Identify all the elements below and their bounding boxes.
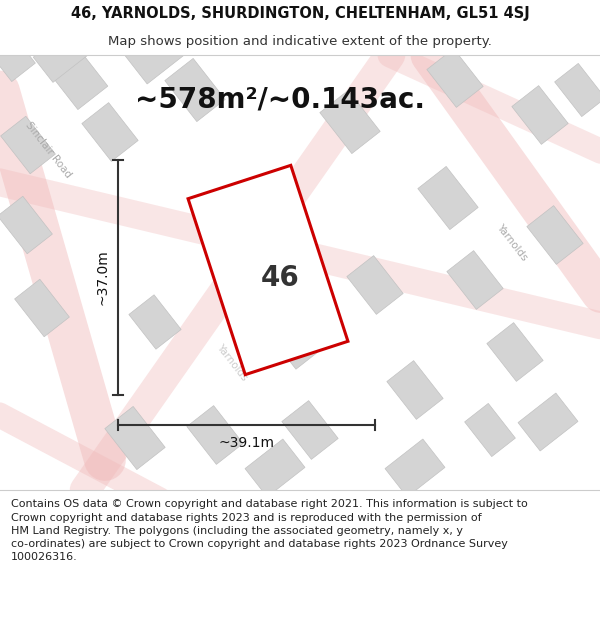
Text: 46: 46 [260,264,299,292]
Polygon shape [33,28,91,82]
Polygon shape [487,322,543,381]
Polygon shape [125,26,185,84]
Text: ~37.0m: ~37.0m [95,249,109,306]
Polygon shape [82,102,138,161]
Polygon shape [427,49,483,108]
Text: Contains OS data © Crown copyright and database right 2021. This information is : Contains OS data © Crown copyright and d… [11,499,527,562]
Text: Sinclair Road: Sinclair Road [23,120,73,180]
Polygon shape [512,86,568,144]
Polygon shape [129,295,181,349]
Polygon shape [269,315,321,369]
Polygon shape [447,251,503,309]
Polygon shape [464,403,515,457]
Text: Map shows position and indicative extent of the property.: Map shows position and indicative extent… [108,35,492,48]
Polygon shape [245,439,305,497]
Polygon shape [42,41,108,109]
Polygon shape [554,63,600,117]
Text: Yarnolds: Yarnolds [494,222,529,262]
Text: ~39.1m: ~39.1m [218,436,275,450]
Polygon shape [387,361,443,419]
Polygon shape [14,279,70,337]
Polygon shape [347,256,403,314]
Polygon shape [527,206,583,264]
Polygon shape [165,58,225,122]
Polygon shape [1,116,55,174]
Polygon shape [0,28,35,82]
Polygon shape [188,166,348,374]
Text: 46, YARNOLDS, SHURDINGTON, CHELTENHAM, GL51 4SJ: 46, YARNOLDS, SHURDINGTON, CHELTENHAM, G… [71,6,529,21]
Polygon shape [105,406,165,469]
Polygon shape [187,406,243,464]
Polygon shape [320,91,380,154]
Polygon shape [282,401,338,459]
Polygon shape [518,393,578,451]
Polygon shape [385,439,445,497]
Text: Yarnolds: Yarnolds [215,342,250,382]
Polygon shape [0,196,52,254]
Text: ~578m²/~0.143ac.: ~578m²/~0.143ac. [135,86,425,114]
Polygon shape [418,166,478,229]
